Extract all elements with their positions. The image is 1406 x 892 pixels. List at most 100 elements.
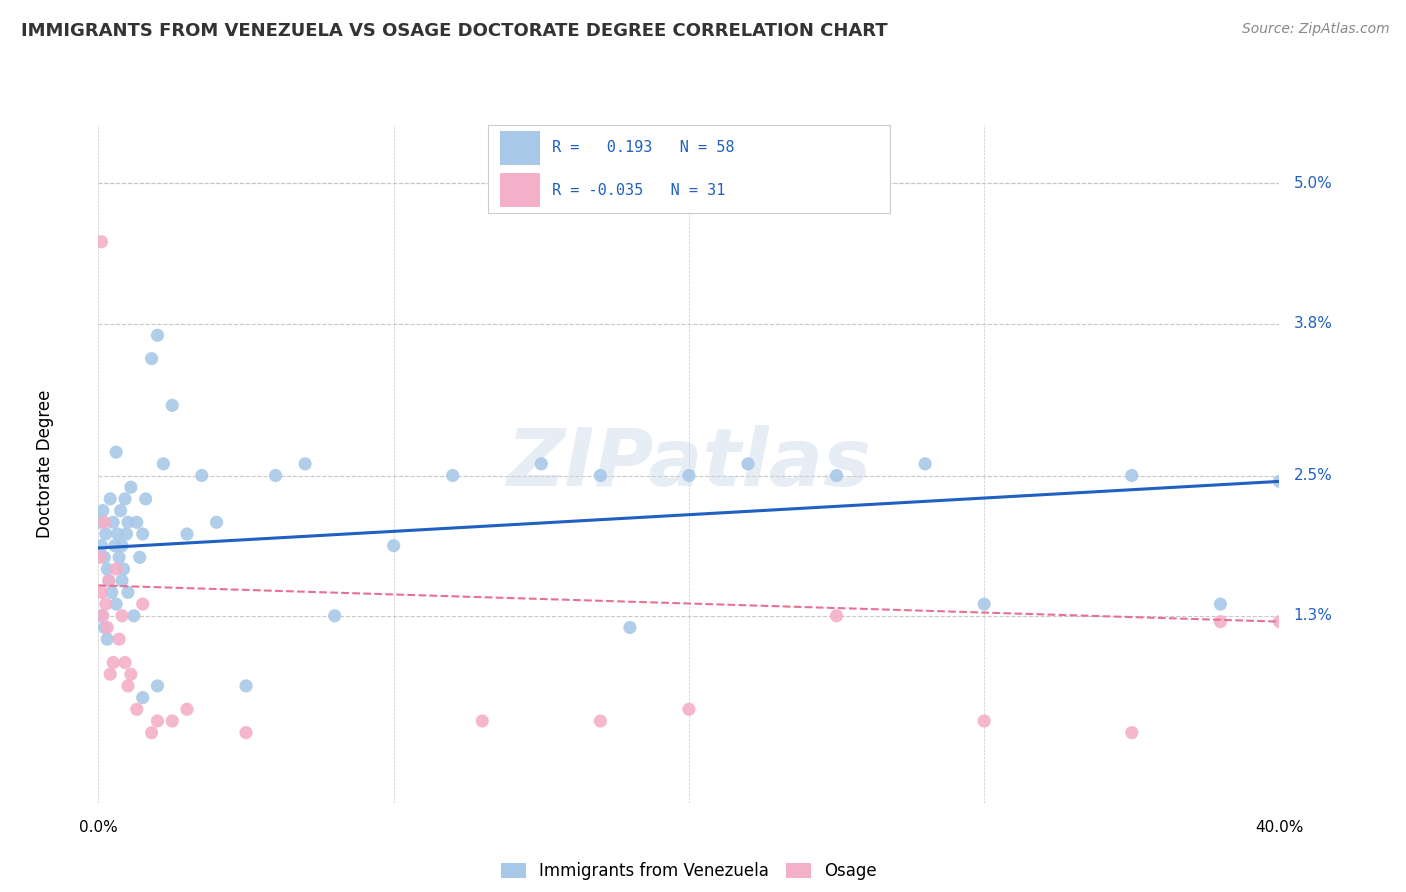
Point [89, 516, 111, 530]
Point [141, 725, 163, 739]
Text: IMMIGRANTS FROM VENEZUELA VS OSAGE DOCTORATE DEGREE CORRELATION CHART: IMMIGRANTS FROM VENEZUELA VS OSAGE DOCTO… [21, 22, 887, 40]
Point [91, 608, 114, 623]
Point [132, 690, 155, 705]
Point [111, 608, 134, 623]
Point [107, 527, 129, 541]
Point [162, 714, 183, 728]
Point [146, 328, 169, 343]
Point [1209, 615, 1232, 629]
Point [96, 562, 118, 576]
Point [678, 468, 700, 483]
Point [105, 562, 128, 576]
Text: 5.0%: 5.0% [1294, 176, 1333, 191]
Legend: Immigrants from Venezuela, Osage: Immigrants from Venezuela, Osage [495, 855, 883, 887]
Point [825, 468, 848, 483]
Point [103, 656, 125, 670]
Point [235, 679, 257, 693]
Point [914, 457, 936, 471]
Point [146, 679, 169, 693]
Point [1209, 597, 1232, 611]
Point [94, 597, 117, 611]
Point [98, 667, 121, 681]
Point [105, 445, 128, 459]
Point [117, 516, 139, 530]
Point [93, 550, 115, 565]
Point [132, 527, 155, 541]
Point [125, 516, 148, 530]
Point [737, 457, 759, 471]
Point [973, 597, 995, 611]
Point [125, 702, 148, 716]
Point [117, 585, 139, 599]
Point [152, 457, 174, 471]
Point [471, 714, 494, 728]
Point [97, 574, 120, 588]
Text: ZIPatlas: ZIPatlas [506, 425, 872, 503]
Point [114, 656, 136, 670]
Point [1268, 615, 1291, 629]
Point [1268, 475, 1291, 489]
Point [111, 574, 134, 588]
Point [678, 702, 700, 716]
Point [1121, 468, 1143, 483]
Point [1121, 725, 1143, 739]
Point [264, 468, 287, 483]
Point [117, 679, 139, 693]
Point [105, 597, 128, 611]
Point [135, 491, 157, 506]
Point [141, 351, 163, 366]
Point [619, 620, 641, 634]
Point [104, 539, 127, 553]
Point [132, 597, 155, 611]
Text: 3.8%: 3.8% [1294, 316, 1333, 331]
Text: 0.0%: 0.0% [79, 821, 118, 835]
Point [112, 562, 135, 576]
Point [90, 539, 112, 553]
Text: 2.5%: 2.5% [1294, 468, 1333, 483]
Point [98, 491, 121, 506]
Point [108, 632, 131, 647]
Point [96, 620, 118, 634]
Point [111, 539, 134, 553]
Point [120, 480, 142, 494]
Point [294, 457, 316, 471]
Point [162, 398, 183, 412]
Point [382, 539, 405, 553]
Point [108, 550, 131, 565]
Point [146, 714, 169, 728]
Point [176, 702, 198, 716]
Text: 1.3%: 1.3% [1294, 608, 1333, 624]
Point [235, 725, 257, 739]
Point [205, 516, 228, 530]
Point [90, 608, 112, 623]
Point [176, 527, 198, 541]
Point [589, 714, 612, 728]
Point [96, 632, 118, 647]
Point [91, 503, 114, 517]
Point [97, 574, 120, 588]
Point [589, 468, 612, 483]
Point [100, 585, 122, 599]
Point [191, 468, 214, 483]
Text: 40.0%: 40.0% [1256, 821, 1303, 835]
Text: Doctorate Degree: Doctorate Degree [37, 390, 55, 538]
Point [530, 457, 553, 471]
Point [128, 550, 150, 565]
Point [122, 608, 145, 623]
Text: Source: ZipAtlas.com: Source: ZipAtlas.com [1241, 22, 1389, 37]
Point [93, 516, 115, 530]
Point [93, 620, 115, 634]
Point [89, 550, 111, 565]
Point [90, 235, 112, 249]
Point [94, 527, 117, 541]
Point [90, 585, 112, 599]
Point [120, 667, 142, 681]
Point [110, 503, 132, 517]
Point [973, 714, 995, 728]
Point [103, 516, 125, 530]
Point [323, 608, 346, 623]
Point [825, 608, 848, 623]
Point [441, 468, 464, 483]
Point [114, 491, 136, 506]
Point [115, 527, 138, 541]
